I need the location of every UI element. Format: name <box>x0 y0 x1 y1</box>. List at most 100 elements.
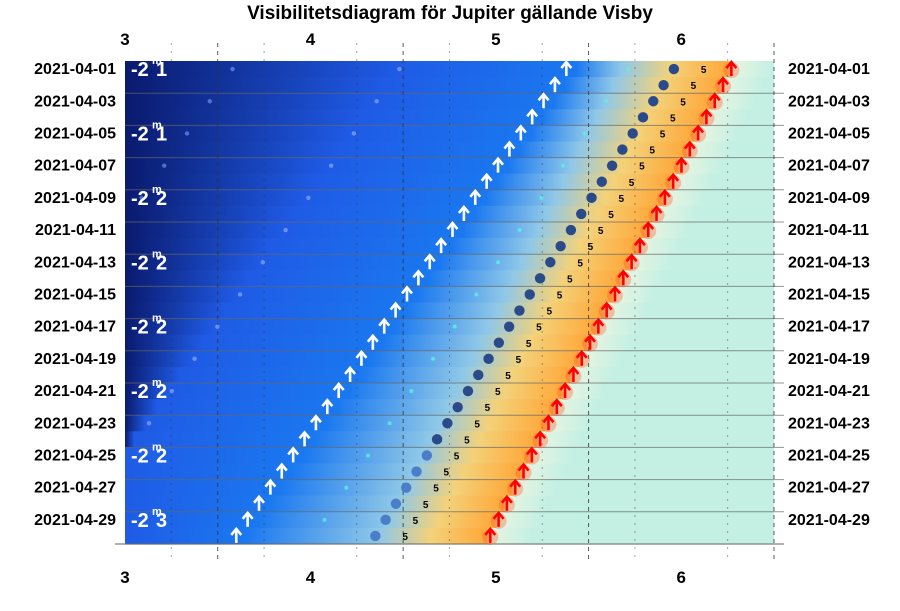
svg-text:-2: -2 <box>131 123 149 145</box>
magnitude-label: -2 m2 <box>131 441 167 467</box>
sunrise-arrow <box>590 317 607 336</box>
x-tick-label-bottom: 4 <box>306 568 316 587</box>
sky-row <box>125 141 774 159</box>
jupiter-rise-arrow <box>287 446 300 463</box>
date-label-left: 2021-04-09 <box>34 190 116 207</box>
sky-row <box>125 447 774 465</box>
jupiter-rise-arrow <box>275 462 288 479</box>
jupiter-dot <box>473 369 484 381</box>
altitude-label: 5 <box>577 258 583 269</box>
sky-row <box>125 125 774 143</box>
svg-text:-2: -2 <box>131 317 149 339</box>
date-label-right: 2021-04-23 <box>788 415 870 432</box>
track-dot <box>452 324 457 329</box>
sunrise-arrow <box>482 526 499 545</box>
jupiter-rise-arrow <box>503 140 516 157</box>
svg-text:m: m <box>152 55 162 67</box>
sunrise-arrow <box>565 365 582 384</box>
magnitude-label: -2 m3 <box>131 506 167 532</box>
date-label-right: 2021-04-11 <box>788 222 869 239</box>
sunrise-arrow <box>557 382 574 401</box>
date-label-right: 2021-04-15 <box>788 286 870 303</box>
track-dot <box>230 66 235 72</box>
jupiter-rise-arrow <box>412 269 425 286</box>
date-label-left: 2021-04-19 <box>34 351 116 368</box>
jupiter-dot <box>576 208 587 220</box>
track-dot <box>146 421 152 426</box>
jupiter-rise-arrow <box>400 285 413 302</box>
sky-row <box>125 205 774 223</box>
jupiter-dot <box>380 514 391 526</box>
jupiter-rise-arrow <box>480 172 493 189</box>
altitude-label: 5 <box>670 113 676 124</box>
altitude-label: 5 <box>444 468 450 479</box>
altitude-label: 5 <box>608 210 614 221</box>
sunrise-arrow <box>498 494 515 513</box>
date-label-left: 2021-04-01 <box>34 61 116 78</box>
date-label-left: 2021-04-05 <box>34 125 116 142</box>
altitude-label: 5 <box>701 65 707 76</box>
svg-text:1: 1 <box>156 59 167 81</box>
svg-text:m: m <box>152 377 162 389</box>
sunrise-arrow <box>690 124 707 143</box>
svg-text:m: m <box>152 248 162 260</box>
track-dot <box>207 99 212 104</box>
sky-row <box>125 61 774 78</box>
sky-row <box>125 399 774 416</box>
track-dot <box>344 485 349 490</box>
date-label-right: 2021-04-05 <box>788 125 870 142</box>
date-label-right: 2021-04-21 <box>788 383 870 400</box>
jupiter-dot <box>421 450 433 461</box>
sunrise-arrow <box>507 478 524 497</box>
sky-row <box>125 383 774 400</box>
sunrise-arrows <box>482 60 740 545</box>
svg-text:-2: -2 <box>131 188 149 210</box>
svg-text:2: 2 <box>156 188 167 210</box>
altitude-label: 5 <box>660 129 666 140</box>
sky-row <box>125 270 774 287</box>
magnitude-label: -2 m2 <box>131 377 167 403</box>
jupiter-rise-arrow <box>298 430 311 447</box>
date-label-left: 2021-04-15 <box>34 286 116 303</box>
track-dot <box>283 227 288 233</box>
jupiter-dot <box>462 385 474 397</box>
jupiter-dot <box>606 160 618 171</box>
altitude-label: 5 <box>485 403 491 414</box>
sunrise-arrow <box>698 108 715 127</box>
date-label-right: 2021-04-29 <box>788 512 870 529</box>
sunrise-arrow <box>540 414 557 433</box>
track-dot <box>517 228 522 233</box>
sky-row <box>125 93 774 110</box>
jupiter-dot <box>565 224 577 236</box>
sky-row <box>125 350 774 368</box>
altitude-label: 5 <box>649 146 655 157</box>
sunrise-arrow <box>623 253 640 272</box>
jupiter-rise-arrow <box>548 76 561 93</box>
track-dot <box>306 195 311 201</box>
jupiter-rise-arrow <box>526 108 539 125</box>
jupiter-dot <box>658 79 669 91</box>
svg-text:-2: -2 <box>131 252 149 274</box>
track-dot <box>387 421 392 426</box>
svg-text:m: m <box>152 441 162 453</box>
altitude-label: 5 <box>464 435 470 446</box>
sunrise-arrow <box>715 76 732 95</box>
sky-row <box>125 77 774 94</box>
jupiter-dot <box>514 305 525 316</box>
track-dot <box>351 131 357 136</box>
track-dot <box>626 67 631 72</box>
jupiter-dot <box>401 482 412 493</box>
track-dot <box>365 453 370 458</box>
sky-row <box>125 302 774 320</box>
x-tick-label-bottom: 3 <box>120 568 129 587</box>
date-label-left: 2021-04-29 <box>34 512 116 529</box>
jupiter-dot <box>627 128 638 139</box>
svg-text:3: 3 <box>156 510 167 532</box>
jupiter-dot <box>637 112 649 123</box>
track-dot <box>162 163 167 168</box>
sky-row <box>125 254 774 271</box>
magnitude-label: -2 m2 <box>131 184 167 210</box>
track-dot <box>139 195 144 201</box>
